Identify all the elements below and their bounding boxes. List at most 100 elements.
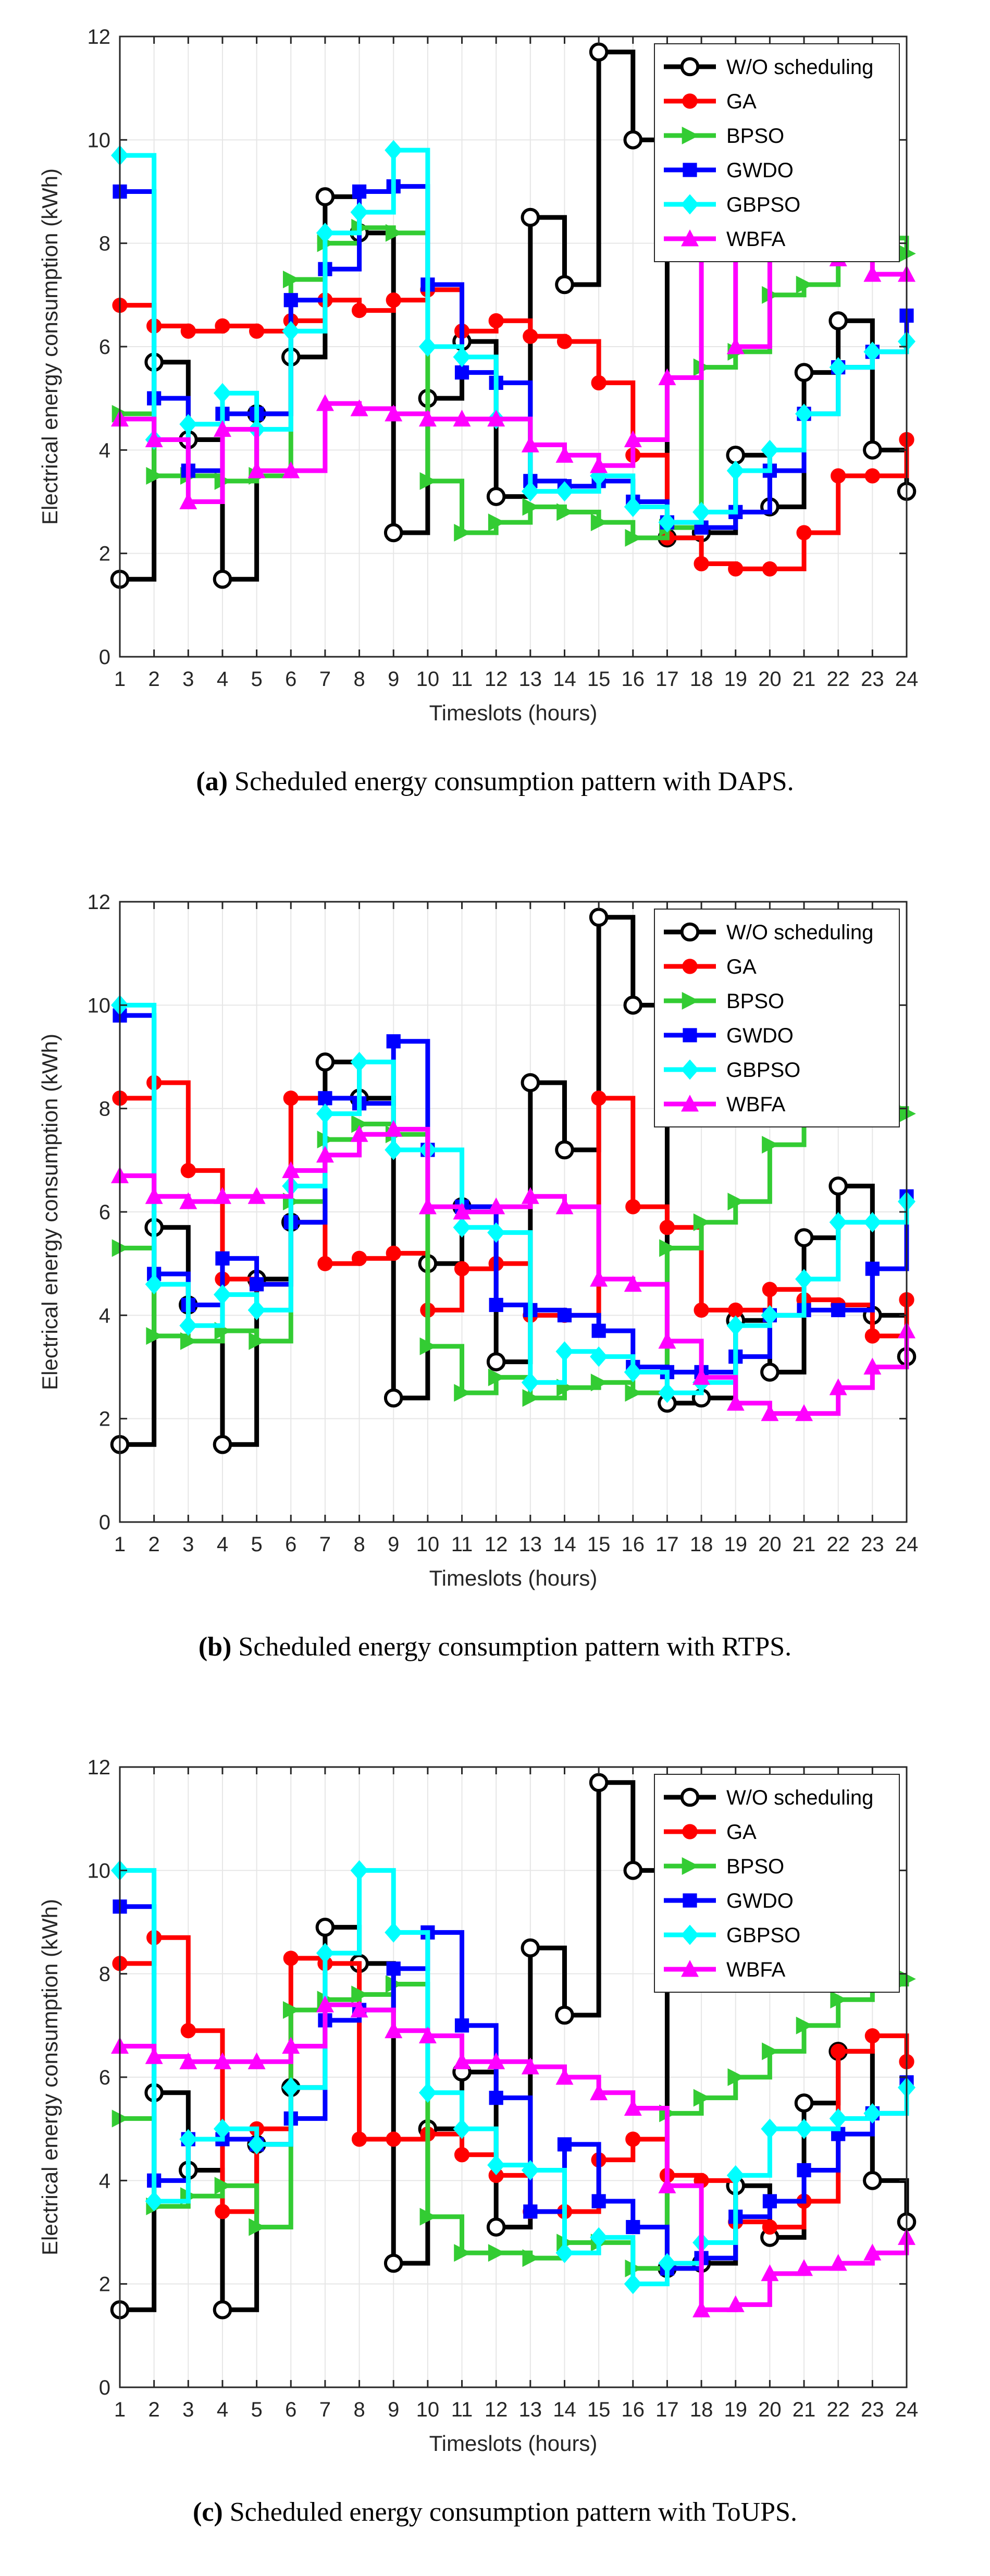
x-tick-label: 16 [622, 1533, 645, 1556]
data-point-gbpso-9 [385, 140, 403, 161]
data-point-ga-20 [762, 561, 777, 577]
data-point-gwdo-5 [250, 1277, 264, 1292]
data-point-gwdo-14 [557, 1308, 572, 1322]
x-tick-label: 8 [353, 2398, 365, 2421]
data-point-w-o-scheduling-23 [863, 440, 882, 460]
legend-label: BPSO [726, 125, 784, 148]
legend-label: BPSO [726, 990, 784, 1013]
x-tick-label: 14 [553, 668, 576, 691]
x-tick-label: 4 [217, 2398, 228, 2421]
y-axis: 0 2 4 6 8 10 12 [88, 1756, 907, 2399]
x-tick-label: 10 [416, 668, 440, 691]
x-tick-label: 6 [285, 1533, 296, 1556]
data-point-w-o-scheduling-21 [794, 1228, 814, 1247]
data-point-wbfa-11 [453, 409, 471, 427]
x-tick-label: 20 [758, 1533, 782, 1556]
caption-c-label: (c) [193, 2497, 223, 2527]
data-point-bpso-14 [556, 503, 574, 521]
data-point-gwdo-8 [352, 184, 367, 199]
x-tick-label: 15 [587, 1533, 611, 1556]
x-tick-label: 24 [895, 668, 919, 691]
x-tick-label: 12 [485, 1533, 508, 1556]
data-point-wbfa-22 [829, 2254, 847, 2271]
data-point-bpso-5 [249, 2218, 266, 2236]
legend-label: GWDO [726, 159, 794, 182]
x-tick-label: 15 [587, 668, 611, 691]
data-point-bpso-10 [419, 472, 437, 490]
data-point-wbfa-23 [863, 265, 882, 282]
y-tick-label: 4 [99, 2169, 110, 2192]
x-tick-label: 10 [416, 2398, 440, 2421]
legend-swatch-marker [682, 992, 699, 1010]
data-point-w-o-scheduling-16 [623, 130, 643, 150]
data-point-gwdo-15 [591, 1323, 606, 1338]
legend-label: GBPSO [726, 193, 800, 216]
x-tick-label: 6 [285, 668, 296, 691]
data-point-ga-8 [351, 2131, 367, 2147]
data-point-wbfa-2 [145, 2047, 163, 2064]
legend-swatch-marker [681, 1095, 699, 1112]
x-tick-label: 13 [519, 2398, 542, 2421]
data-point-gbpso-14 [555, 1341, 574, 1362]
legend: W/O scheduling GA BPSO GWDO GBPSO WBFA [654, 43, 900, 262]
legend-item-wbfa: WBFA [664, 1958, 786, 1981]
data-point-gbpso-13 [521, 1372, 539, 1393]
x-tick-label: 1 [114, 2398, 126, 2421]
legend-swatch-marker [681, 1960, 699, 1977]
legend-label: GWDO [726, 1890, 794, 1912]
data-point-bpso-10 [419, 1337, 437, 1355]
x-tick-label: 17 [655, 1533, 679, 1556]
data-point-wbfa-2 [145, 430, 163, 447]
data-point-wbfa-14 [555, 446, 574, 463]
x-tick-label: 18 [690, 1533, 713, 1556]
data-point-bpso-10 [419, 2207, 437, 2226]
data-point-wbfa-18 [692, 1368, 711, 1385]
y-tick-label: 10 [88, 994, 111, 1017]
data-point-gwdo-23 [865, 1261, 880, 1276]
data-point-gbpso-20 [761, 439, 779, 460]
data-point-w-o-scheduling-16 [623, 996, 643, 1015]
legend-label: GA [726, 1821, 757, 1844]
data-point-bpso-12 [488, 2244, 506, 2262]
x-tick-label: 5 [251, 668, 262, 691]
legend-item-bpso: BPSO [664, 125, 784, 148]
data-point-gwdo-12 [489, 2091, 503, 2105]
x-tick-label: 24 [895, 2398, 919, 2421]
data-point-wbfa-6 [282, 461, 300, 479]
legend-item-gwdo: GWDO [664, 1890, 794, 1912]
data-point-gwdo-4 [215, 1251, 230, 1266]
data-point-w-o-scheduling-21 [794, 363, 814, 382]
data-point-ga-18 [694, 1302, 709, 1318]
chart-panel-c: 1 2 3 4 5 6 7 8 9 10 11 12 13 14 15 16 17 18 19 20 21 22 23 24 0… [0, 1731, 990, 2565]
data-point-wbfa-9 [385, 1120, 403, 1137]
data-point-wbfa-19 [726, 337, 745, 354]
data-point-w-o-scheduling-13 [521, 207, 540, 227]
data-point-ga-8 [351, 1250, 367, 1266]
data-point-ga-4 [215, 318, 230, 334]
data-point-wbfa-7 [316, 1146, 334, 1163]
data-point-wbfa-14 [555, 1197, 574, 1215]
x-tick-label: 3 [182, 2398, 194, 2421]
legend-item-ga: GA [664, 90, 757, 113]
legend-box [654, 909, 900, 1127]
data-point-ga-20 [762, 2219, 777, 2235]
legend-swatch-marker [682, 93, 698, 109]
data-point-ga-5 [249, 323, 265, 339]
x-axis: 1 2 3 4 5 6 7 8 9 10 11 12 13 14 15 16 17 18 19 20 21 22 23 24 [114, 36, 918, 691]
data-point-wbfa-5 [247, 461, 266, 479]
data-point-gbpso-2 [145, 2191, 163, 2212]
data-point-gbpso-10 [418, 2082, 437, 2103]
y-tick-label: 12 [88, 1756, 111, 1779]
data-point-gbpso-16 [624, 496, 642, 517]
legend-box [654, 43, 900, 262]
x-tick-label: 17 [655, 668, 679, 691]
x-tick-label: 9 [388, 2398, 399, 2421]
data-point-w-o-scheduling-7 [315, 1052, 335, 1072]
data-point-w-o-scheduling-9 [383, 523, 403, 543]
x-tick-label: 11 [451, 2398, 473, 2421]
data-point-wbfa-6 [282, 1161, 300, 1179]
data-point-bpso-20 [762, 1136, 779, 1154]
legend-label: W/O scheduling [726, 921, 873, 944]
caption-b: (b) Scheduled energy consumption pattern… [0, 1632, 990, 1662]
legend-item-w-o-scheduling: W/O scheduling [664, 921, 873, 944]
